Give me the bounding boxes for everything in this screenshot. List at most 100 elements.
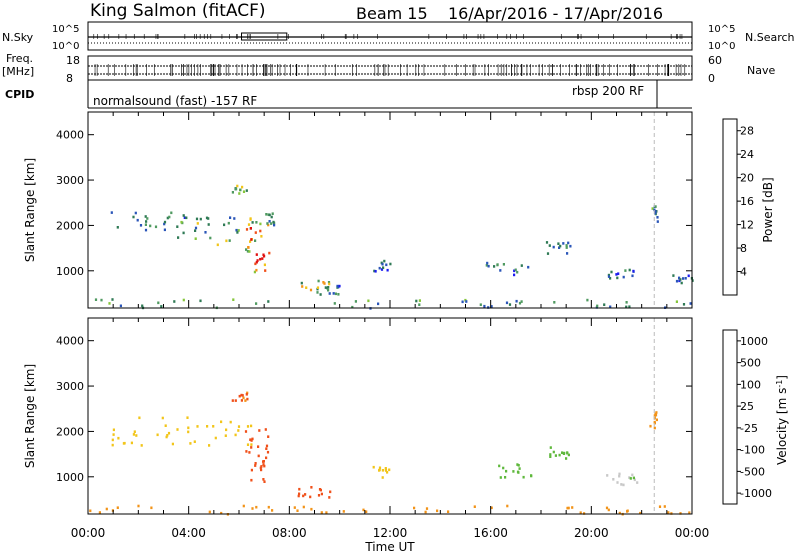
power-echo-cell <box>675 279 679 283</box>
power-echo-cell <box>251 221 254 224</box>
power-echo-cell <box>267 300 270 303</box>
power-panel: 1000 2000 3000 4000 Slant Range [km] 4 8 12 16… <box>23 111 775 310</box>
velocity-echo-cell <box>658 505 662 508</box>
power-ytick-label: 1000 <box>56 265 84 278</box>
freq-label: Freq. <box>6 52 33 65</box>
power-echo-cell <box>651 207 654 210</box>
power-echo-cell <box>502 263 505 266</box>
power-echo-cell <box>317 279 320 283</box>
power-echo-cell <box>271 212 274 215</box>
velocity-echo-cell <box>254 462 257 465</box>
power-echo-cell <box>374 270 377 273</box>
power-echo-cell <box>328 292 331 295</box>
power-echo-cell <box>268 213 271 217</box>
power-echo-cell <box>527 265 530 269</box>
beam-label: Beam 15 <box>356 4 428 23</box>
power-echo-cell <box>552 245 555 249</box>
power-echo-cell <box>461 300 464 304</box>
velocity-echo-cell <box>649 424 652 428</box>
velocity-echo-cell <box>522 475 525 479</box>
noise-bump <box>241 32 288 41</box>
velocity-echo-cell <box>388 468 391 472</box>
velocity-echo-cell <box>667 511 670 514</box>
velocity-echo-cell <box>566 506 569 510</box>
power-echo-cell <box>496 263 499 266</box>
power-echo-cell <box>386 268 389 272</box>
velocity-colorbar-tick-label: -500 <box>740 465 765 478</box>
velocity-echo-cell <box>231 399 234 402</box>
velocity-echo-region <box>111 416 253 447</box>
velocity-echo-cell <box>267 435 270 438</box>
power-echo-cell <box>316 291 319 294</box>
nsky-label: N.Sky <box>2 31 34 44</box>
noise-tick-left-bottom: 10^0 <box>52 41 79 52</box>
velocity-echo-cell <box>133 430 136 433</box>
velocity-echo-cell <box>626 510 629 513</box>
velocity-echo-cell <box>606 474 609 477</box>
power-echo-cell <box>485 264 488 267</box>
power-echo-cell <box>266 222 269 225</box>
power-echo-cell <box>516 270 519 274</box>
power-echo-cell <box>136 218 139 222</box>
velocity-echo-cell <box>424 510 427 514</box>
velocity-echo-cell <box>246 391 249 395</box>
power-echo-cell <box>254 239 257 242</box>
power-echo-cell <box>656 220 659 223</box>
power-echo-cell <box>300 281 303 285</box>
power-echo-cell <box>301 285 304 288</box>
power-echo-cell <box>177 236 180 239</box>
velocity-echo-cell <box>502 466 505 470</box>
velocity-echo-cell <box>246 443 250 446</box>
velocity-echo-cell <box>186 416 189 419</box>
velocity-echo-cell <box>111 438 114 442</box>
velocity-echo-cell <box>258 429 261 432</box>
velocity-echo-cell <box>566 451 569 454</box>
velocity-colorbar-tick-label: 500 <box>740 357 761 370</box>
velocity-echo-cell <box>237 425 241 428</box>
velocity-echo-cell <box>549 453 552 456</box>
velocity-echo-cell <box>473 505 476 508</box>
velocity-echo-cell <box>549 455 552 458</box>
velocity-echo-cell <box>137 504 140 508</box>
power-echo-cell <box>259 229 262 233</box>
power-echo-cell <box>141 304 144 308</box>
velocity-echo-cell <box>161 416 164 420</box>
velocity-echo-cell <box>567 453 570 457</box>
power-colorbar-tick-label: 28 <box>740 125 754 138</box>
velocity-echo-cell <box>631 473 634 477</box>
power-echo-cell <box>255 253 258 256</box>
velocity-ytick-label: 2000 <box>56 425 84 438</box>
power-echo-cell <box>505 301 509 305</box>
velocity-echo-cell <box>262 463 265 466</box>
time-tick-label: 12:00 <box>373 526 408 540</box>
power-colorbar-label: Power [dB] <box>761 177 775 242</box>
velocity-echo-cell <box>98 511 101 514</box>
velocity-echo-cell <box>378 466 382 470</box>
velocity-panel: 1000 2000 3000 4000 Slant Range [km] 1000 50… <box>23 317 789 516</box>
power-echo-cell <box>173 300 176 303</box>
velocity-echo-cell <box>655 418 658 422</box>
power-echo-cell <box>149 224 152 228</box>
cpid-strip: CPID normalsound (fast) -157 RF rbsp 200… <box>5 80 692 109</box>
power-echo-cell <box>239 188 242 192</box>
power-echo-cell <box>415 299 418 303</box>
power-echo-cell <box>513 269 516 273</box>
power-echo-cell <box>566 252 569 255</box>
power-echo-cell <box>110 211 113 214</box>
velocity-echo-cell <box>238 394 241 398</box>
freq-nave-panel: Freq. [MHz] 18 8 60 0 Nave <box>2 52 775 85</box>
power-echo-cell <box>255 268 258 272</box>
velocity-echo-cell <box>244 430 248 433</box>
velocity-echo-cell <box>298 487 301 491</box>
power-echo-cell <box>558 246 561 249</box>
power-echo-cell <box>272 220 275 224</box>
power-echo-cell <box>216 243 219 247</box>
velocity-echo-cell <box>622 483 625 487</box>
velocity-echo-cell <box>156 433 159 437</box>
power-echo-cell <box>336 284 339 288</box>
velocity-echo-cell <box>628 476 631 479</box>
velocity-echo-cell <box>263 480 266 483</box>
velocity-echo-cell <box>234 433 237 437</box>
power-echo-cell <box>687 274 690 278</box>
station-title: King Salmon (fitACF) <box>90 1 266 21</box>
